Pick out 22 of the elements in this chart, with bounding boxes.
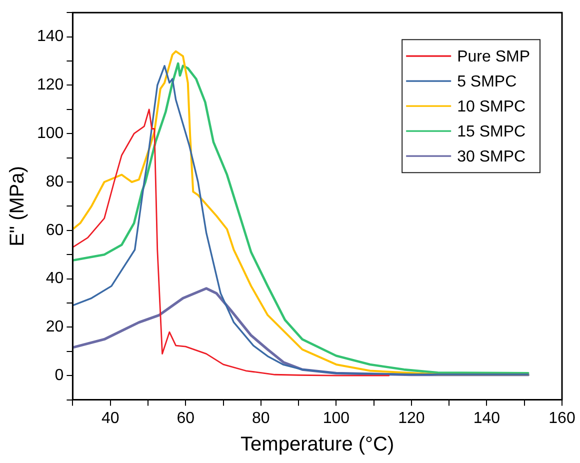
y-axis-title: E" (MPa)	[6, 166, 29, 246]
x-tick-label: 60	[176, 410, 195, 427]
y-tick-label: 20	[46, 318, 64, 336]
legend-label: 15 SMPC	[457, 124, 526, 141]
x-tick-label: 120	[398, 410, 425, 427]
y-tick-label: 40	[46, 270, 64, 288]
legend-label: 30 SMPC	[457, 148, 526, 166]
legend-label: 10 SMPC	[457, 98, 526, 116]
legend-label: Pure SMP	[457, 48, 530, 66]
x-axis-title: Temperature (°C)	[240, 434, 394, 456]
x-tick-label: 80	[252, 410, 270, 427]
y-tick-label: 60	[46, 222, 64, 239]
x-tick-label: 140	[473, 410, 500, 427]
y-tick-label: 120	[36, 76, 64, 94]
legend-label: 5 SMPC	[457, 74, 517, 91]
y-tick-label: 80	[46, 173, 64, 190]
y-tick-label: 140	[36, 28, 64, 46]
x-tick-label: 160	[548, 410, 576, 427]
y-tick-label: 0	[54, 367, 64, 384]
x-tick-label: 100	[322, 410, 350, 427]
y-tick-label: 100	[36, 125, 64, 142]
x-tick-label: 40	[101, 410, 120, 427]
